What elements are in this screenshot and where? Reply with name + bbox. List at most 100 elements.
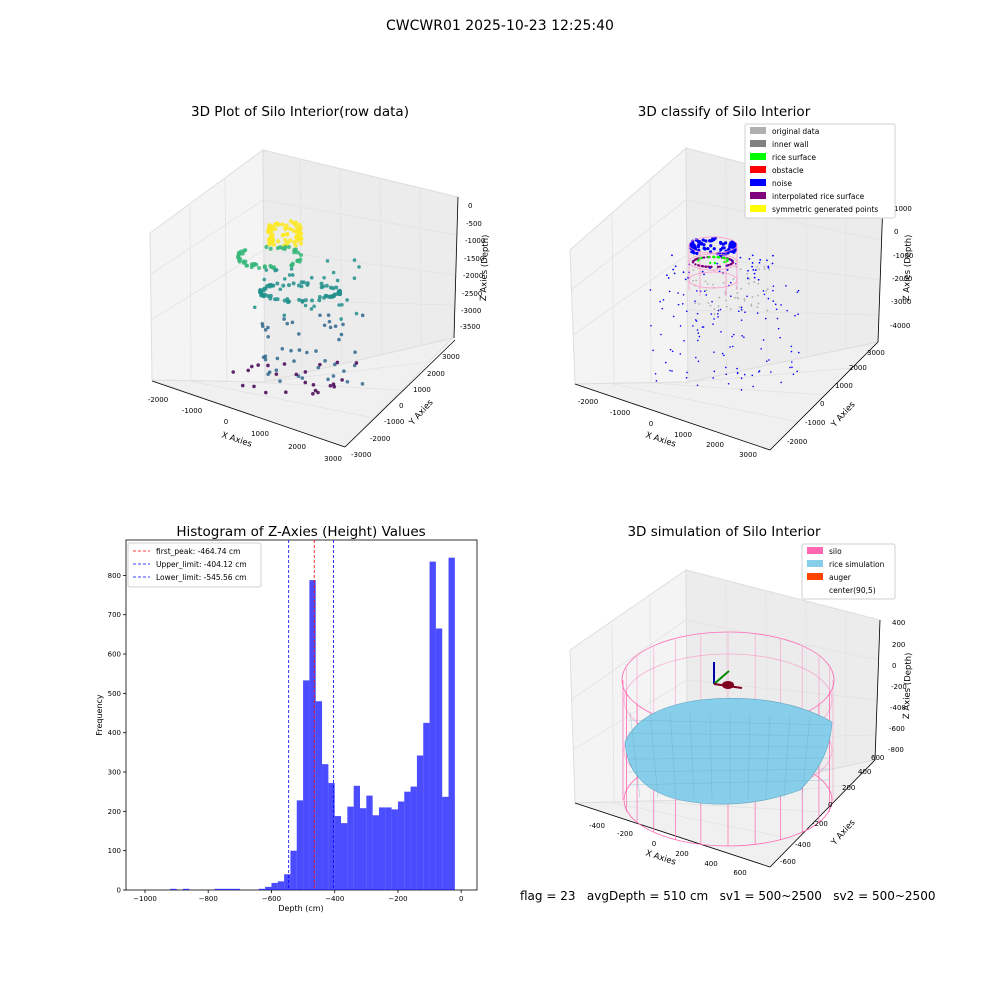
panel1-x-tick-label: 1000 <box>251 430 269 438</box>
panel1-data-point <box>275 246 280 251</box>
status-line: flag = 23 avgDepth = 510 cm sv1 = 500~25… <box>520 889 936 903</box>
panel1-data-point <box>252 305 257 310</box>
panel2-data-point <box>682 271 685 274</box>
panel2-data-point <box>740 319 743 321</box>
panel1-data-point <box>274 368 279 373</box>
panel2-data-point <box>661 307 664 310</box>
panel1-data-point <box>258 287 263 292</box>
panel1-data-point <box>300 376 305 380</box>
panel1-z-tick-label: -1500 <box>464 255 484 263</box>
panel2-data-point <box>707 302 710 304</box>
panel2-data-point <box>717 313 719 315</box>
panel2-data-point <box>740 389 743 391</box>
histogram-legend-label: Lower_limit: -545.56 cm <box>156 573 246 582</box>
panel1-data-point <box>299 253 304 258</box>
panel2-x-tick-label: -2000 <box>578 398 598 406</box>
panel1-data-point <box>266 229 271 235</box>
histogram-bar <box>315 701 323 890</box>
panel2-data-point <box>695 251 699 256</box>
panel4-legend: silo rice simulation auger center(90,5) <box>801 543 896 600</box>
histogram-bar <box>442 796 449 890</box>
panel2-data-point <box>767 297 770 300</box>
panel1-data-point <box>354 361 359 365</box>
panel2-data-point <box>697 332 700 334</box>
panel1-data-point <box>305 282 310 287</box>
panel1-x-tick-label: 0 <box>224 418 228 426</box>
panel2-data-point <box>792 373 795 376</box>
panel2-legend-label: rice surface <box>772 153 816 162</box>
panel4-x-tick-label: 200 <box>675 850 688 858</box>
panel2-data-point <box>667 277 670 279</box>
panel1-data-point <box>319 281 324 286</box>
panel1-data-point <box>295 258 300 263</box>
histogram-bar <box>284 874 291 890</box>
panel2-data-point <box>726 257 729 261</box>
auger-assembly <box>713 662 743 689</box>
panel1-title: 3D Plot of Silo Interior(row data) <box>191 104 409 120</box>
panel2-data-point <box>752 268 755 271</box>
panel1-data-point <box>328 325 333 330</box>
panel2-data-point <box>748 257 751 260</box>
panel2-data-point <box>727 247 731 252</box>
panel2-data-point <box>750 303 753 306</box>
rice-mesh-line <box>627 745 831 748</box>
panel2-data-point <box>703 290 706 292</box>
panel4-z-tick-label: -200 <box>891 683 907 691</box>
panel2-data-point <box>756 306 759 309</box>
panel1-data-point <box>246 368 251 373</box>
panel1-data-point <box>290 320 295 325</box>
panel1-data-point <box>337 337 341 342</box>
panel2-data-point <box>698 303 701 305</box>
panel2-data-point <box>777 327 780 330</box>
panel1-data-point <box>293 243 298 248</box>
panel1-x-tick-label: 3000 <box>324 455 342 463</box>
panel2-x-tick-label: 1000 <box>674 431 692 439</box>
panel2-data-point <box>770 371 772 373</box>
panel2-data-point <box>717 256 721 259</box>
histogram-x-ticks: −1000 −800 −600 −400 −200 0 <box>133 890 463 903</box>
panel2-data-point <box>691 260 695 263</box>
panel2-data-point <box>701 326 704 328</box>
panel4-z-tick-label: -600 <box>889 725 905 733</box>
rice-mesh-line <box>627 719 831 726</box>
panel1-data-point <box>301 280 306 285</box>
histogram-bar <box>360 808 367 890</box>
panel2-data-point <box>729 295 732 298</box>
panel2-data-point <box>671 350 674 353</box>
panel1-data-point <box>318 362 322 367</box>
panel2-data-point <box>729 263 732 266</box>
rice-mesh-line <box>801 716 811 799</box>
panel2-data-point <box>713 261 717 265</box>
panel2-data-point <box>703 247 707 251</box>
panel2-data-point <box>697 240 701 244</box>
histogram-y-tick-label: 100 <box>108 847 121 855</box>
panel2-data-point <box>710 313 713 315</box>
panel2-data-point <box>713 351 715 353</box>
panel2-data-point <box>649 289 652 291</box>
panel1-z-tick-label: -2000 <box>463 272 483 280</box>
panel2-data-point <box>712 247 716 251</box>
panel2-data-point <box>692 245 696 249</box>
panel1-data-point <box>283 225 289 231</box>
panel1-data-point <box>264 390 268 395</box>
panel1-data-point <box>332 362 337 367</box>
panel2-data-point <box>751 374 754 377</box>
panel2-data-point <box>695 320 698 322</box>
panel1-points <box>231 219 365 396</box>
panel1-data-point <box>328 383 333 388</box>
panel1-data-point <box>316 365 321 370</box>
histogram-y-tick-label: 200 <box>108 808 121 816</box>
panel1-data-point <box>297 297 302 302</box>
panel2-data-point <box>751 262 754 264</box>
panel1-data-point <box>294 372 299 377</box>
panel1-data-point <box>262 277 267 282</box>
panel2-data-point <box>717 305 720 308</box>
rice-mesh-line <box>627 779 831 786</box>
panel2-x-tick-label: 2000 <box>706 441 724 449</box>
panel4-z-ticks: 400 200 0 -200 -400 -600 -800 <box>888 619 907 754</box>
panel2-data-point <box>759 259 762 261</box>
panel2-data-point <box>785 285 787 287</box>
panel2-legend-swatch <box>750 192 766 199</box>
panel2-data-point <box>736 372 739 375</box>
